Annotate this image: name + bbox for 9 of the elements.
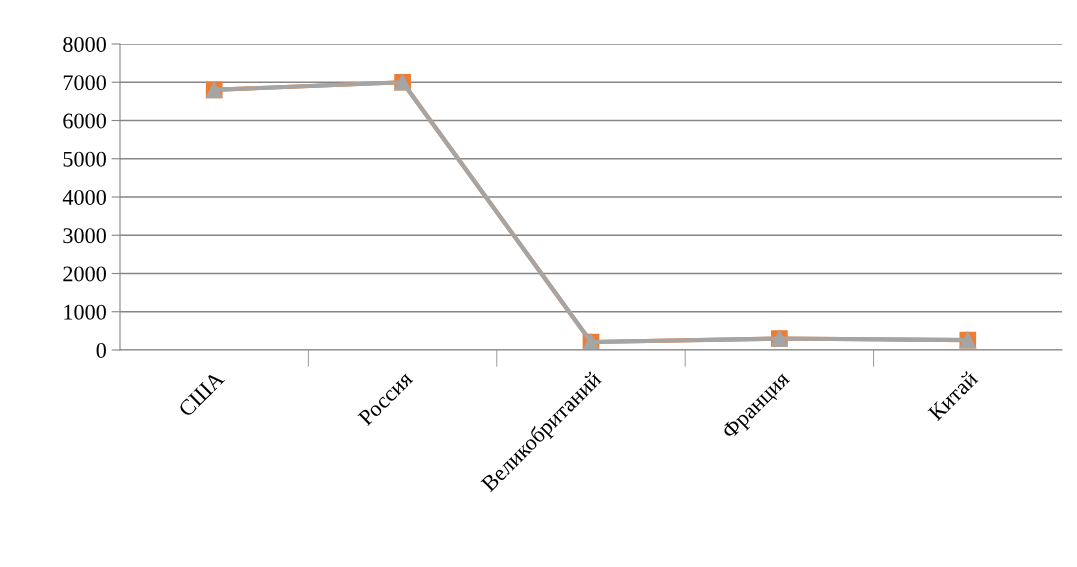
y-tick-label: 1000 — [64, 304, 106, 320]
y-tick-label: 7000 — [63, 75, 106, 91]
y-tick-label: 4000 — [62, 189, 106, 205]
y-tick-label: 5000 — [63, 151, 106, 167]
y-tick-label: 3000 — [63, 228, 106, 244]
y-tick-label: 2000 — [63, 266, 106, 282]
y-tick-label: 0 — [96, 342, 106, 358]
y-tick-label: 8000 — [63, 36, 106, 52]
y-tick-label: 6000 — [63, 113, 106, 129]
